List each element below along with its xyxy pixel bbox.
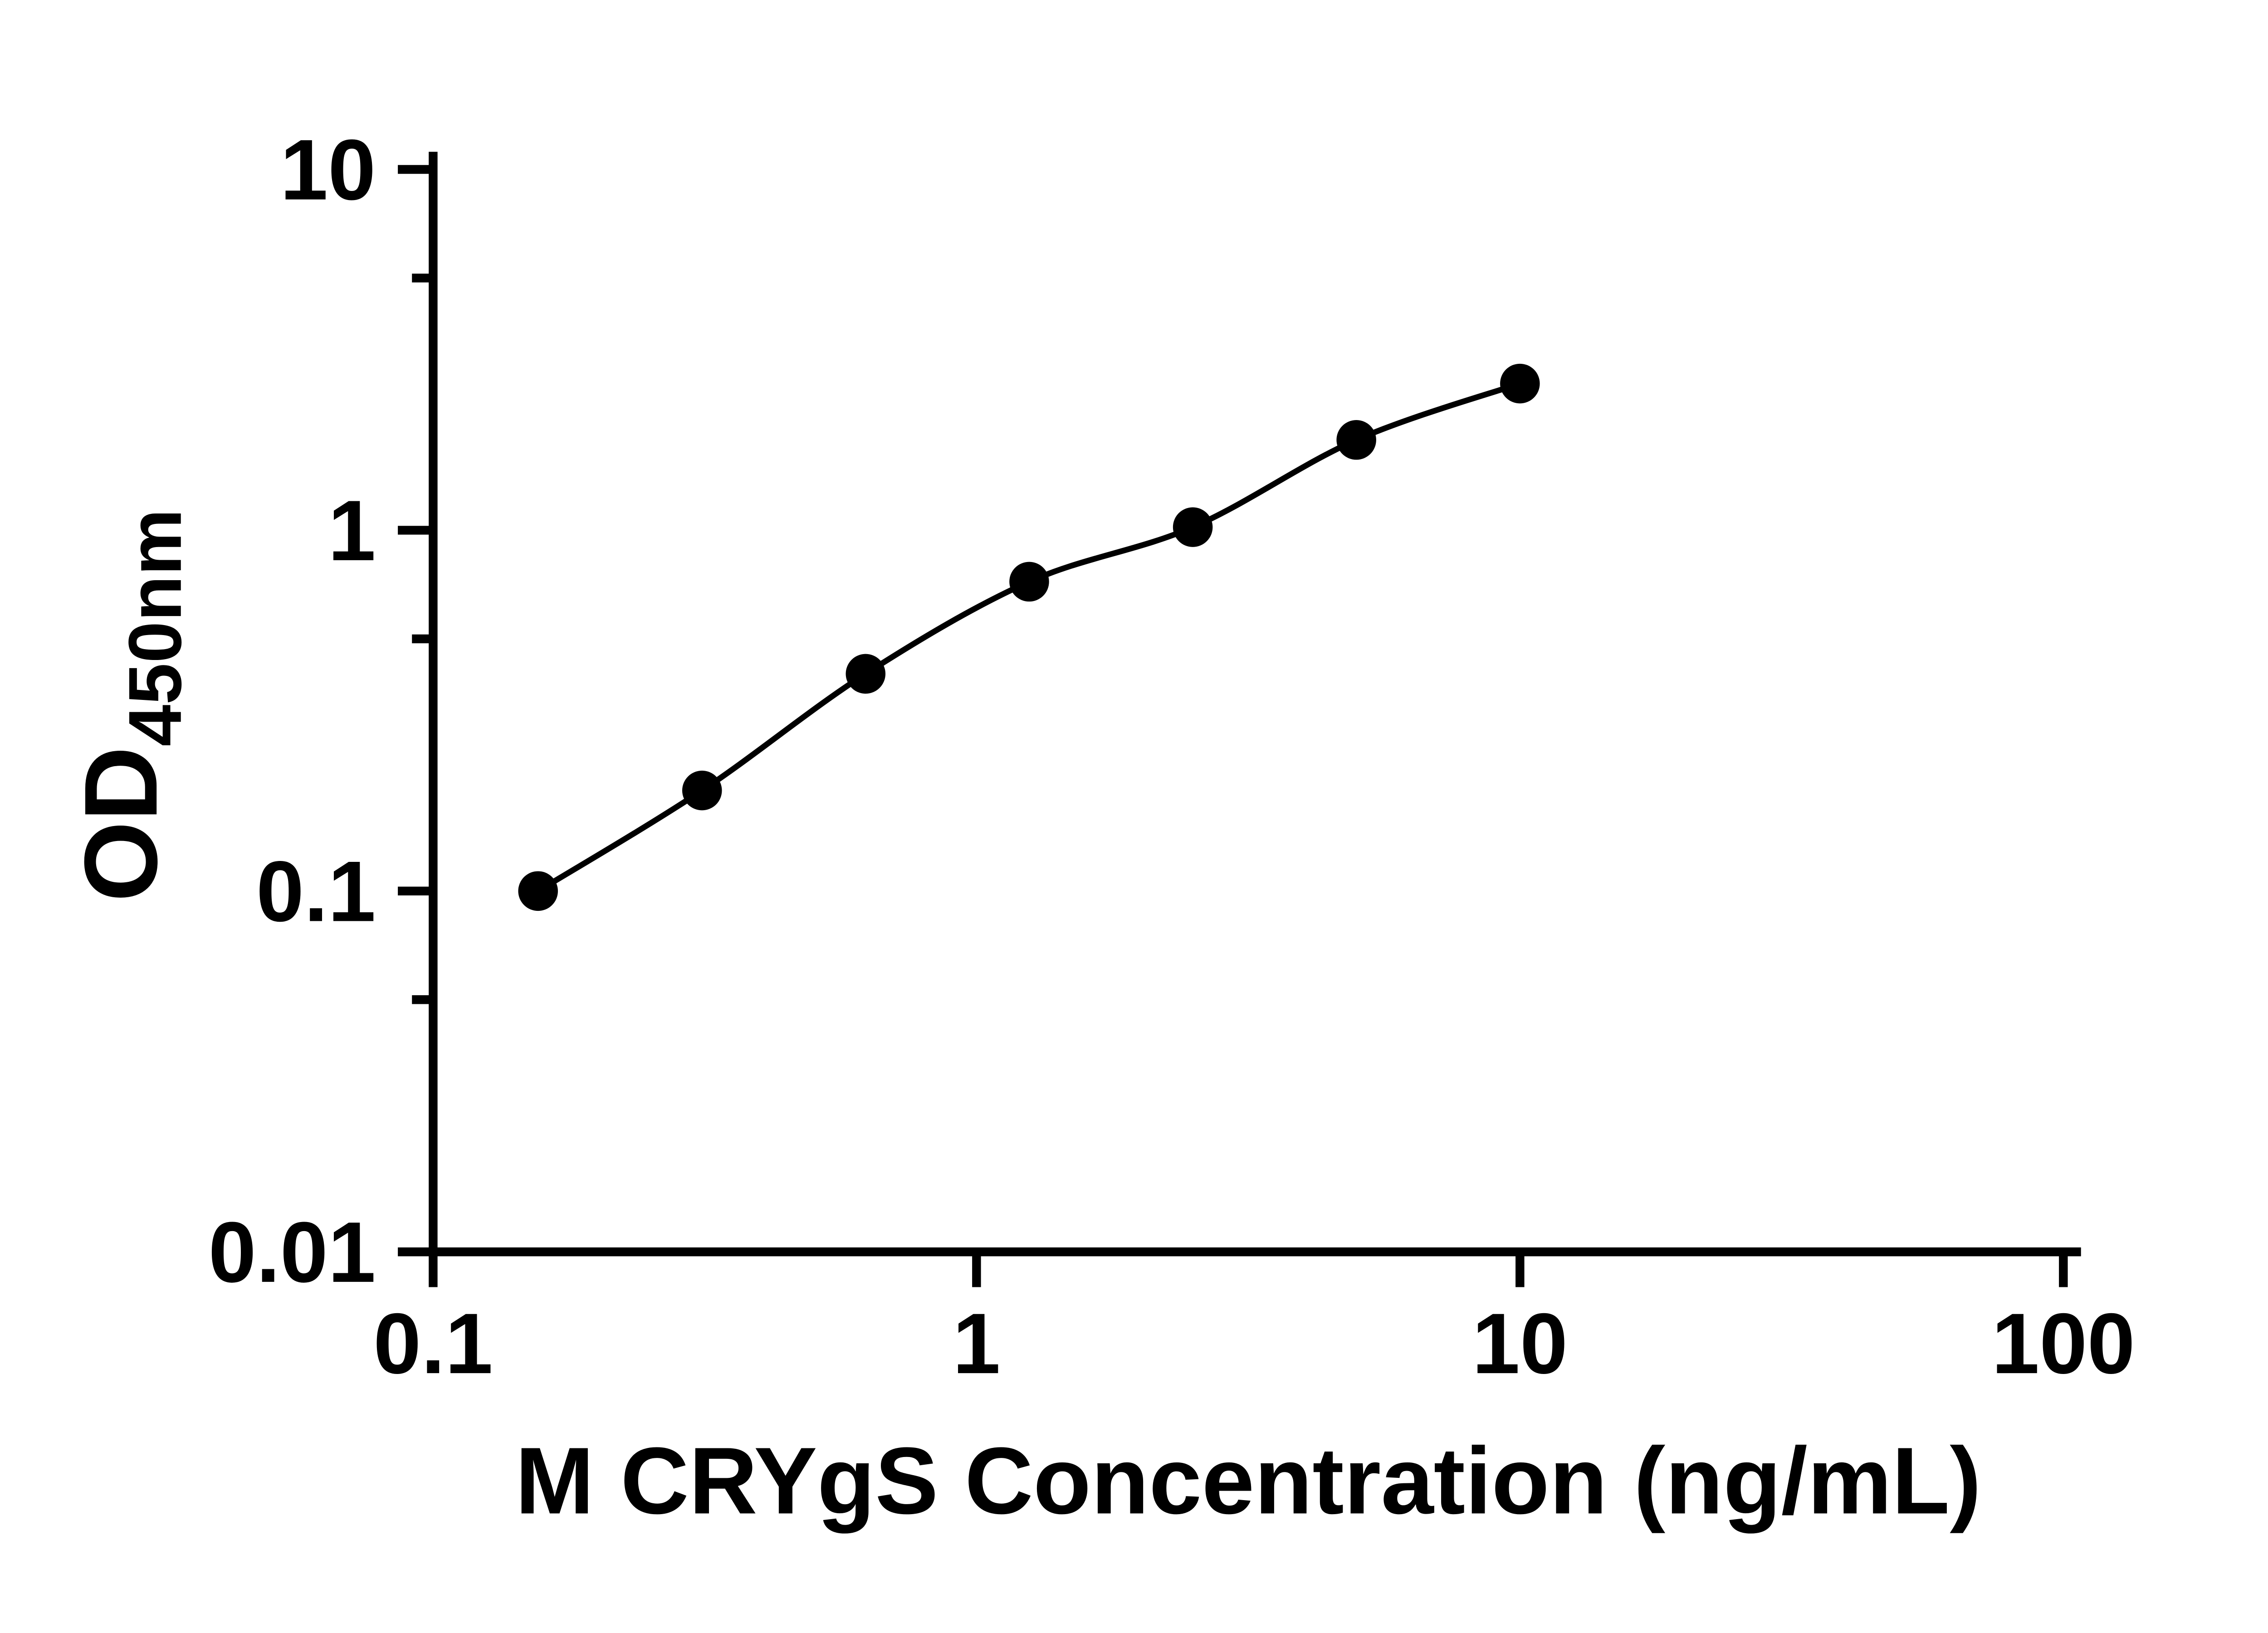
data-point: [682, 770, 722, 811]
fit-line: [535, 381, 1523, 894]
data-point: [1500, 363, 1540, 404]
y-tick-label: 0.1: [256, 843, 376, 939]
x-tick-label: 10: [1472, 1296, 1568, 1392]
data-point: [1173, 507, 1213, 547]
y-tick-label: 1: [328, 483, 376, 579]
x-tick-label: 100: [1992, 1296, 2135, 1392]
data-point: [1009, 562, 1049, 602]
data-point: [1336, 420, 1376, 460]
x-tick-label: 0.1: [373, 1296, 493, 1392]
y-axis-title-subscript: 450nm: [113, 509, 197, 747]
data-point: [518, 871, 558, 911]
y-tick-label: 0.01: [208, 1204, 376, 1301]
y-axis-title-main: OD: [63, 746, 179, 902]
x-tick-label: 1: [953, 1296, 1000, 1392]
y-tick-label: 10: [280, 122, 376, 218]
y-axis-title: OD450nm: [63, 509, 197, 902]
x-axis-title: M CRYgS Concentration (ng/mL): [515, 1428, 1981, 1534]
data-point: [846, 654, 886, 694]
